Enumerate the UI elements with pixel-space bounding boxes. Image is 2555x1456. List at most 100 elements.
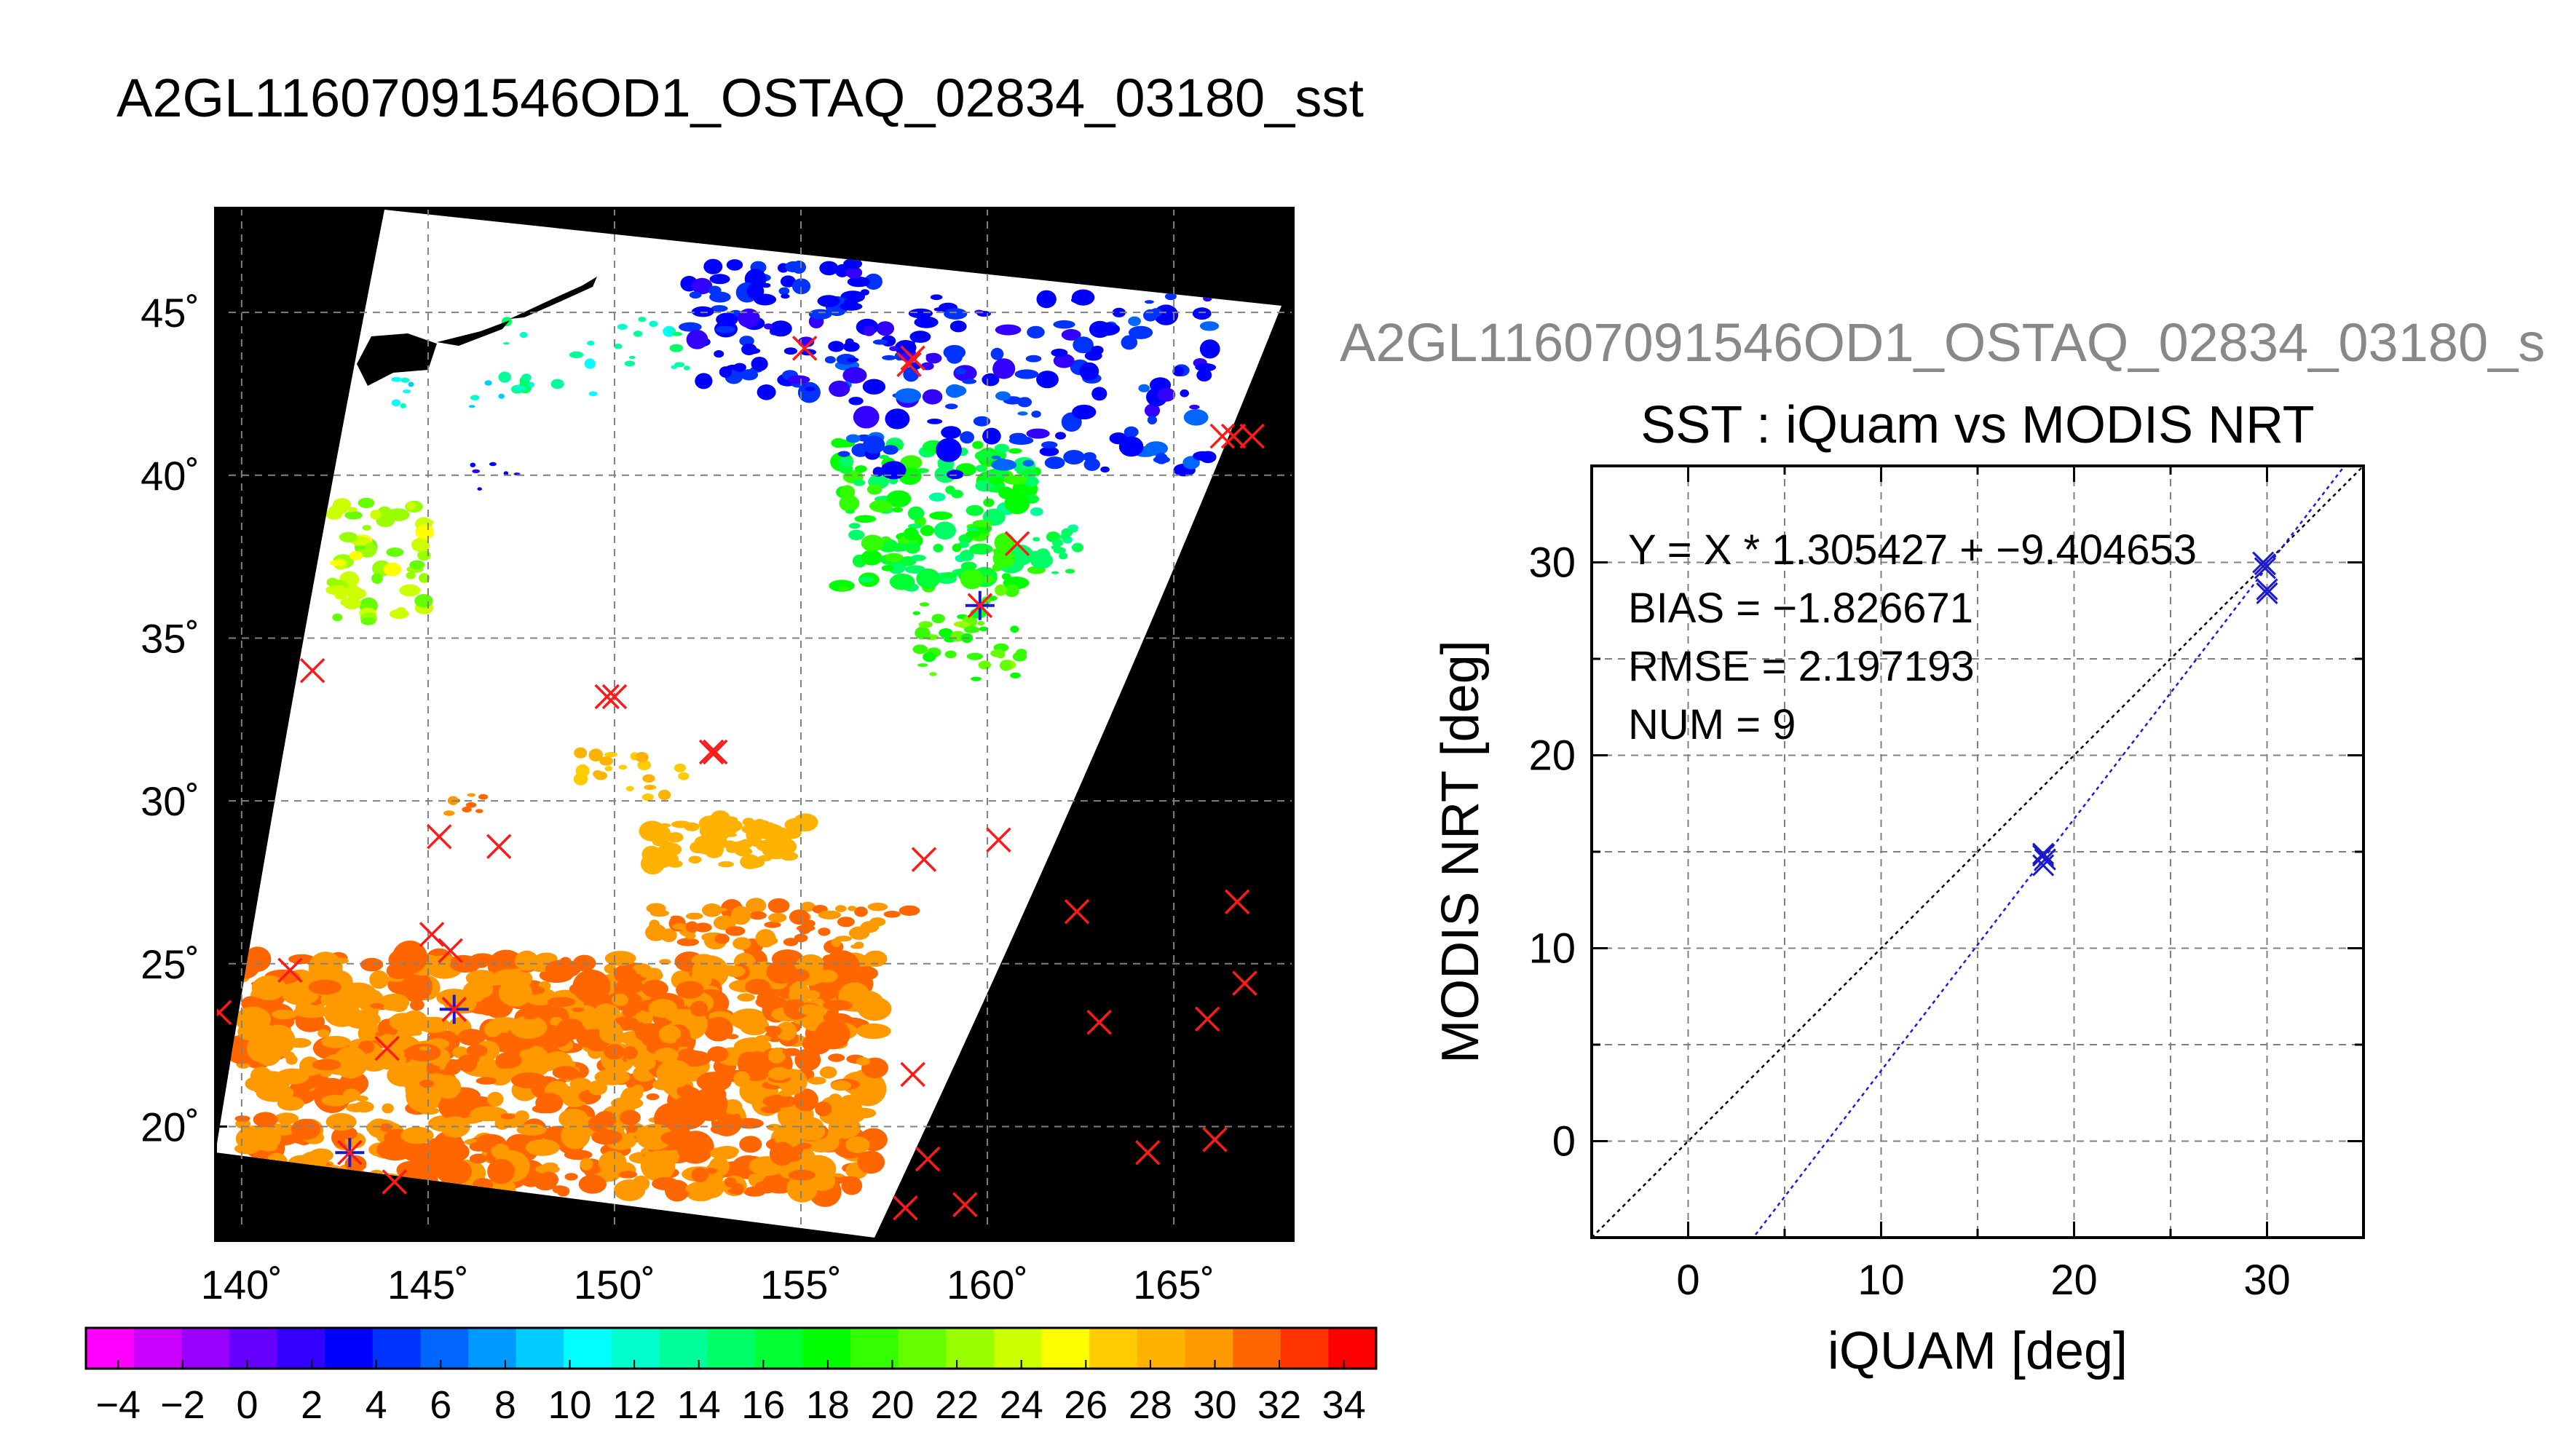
sst-patch bbox=[1199, 339, 1220, 359]
map-marker-blue bbox=[965, 590, 995, 620]
sst-patch bbox=[234, 1006, 271, 1032]
map-marker-red bbox=[1224, 889, 1250, 915]
map-marker-red bbox=[299, 657, 325, 684]
sst-patch bbox=[641, 793, 654, 802]
sst-patch bbox=[1145, 300, 1154, 304]
colorbar-swatch bbox=[611, 1328, 660, 1369]
sst-patch bbox=[478, 794, 489, 800]
sst-patch bbox=[472, 469, 481, 473]
sst-patch bbox=[684, 822, 700, 831]
sst-patch bbox=[960, 561, 977, 571]
sst-patch bbox=[692, 277, 713, 295]
sst-patch bbox=[1053, 353, 1075, 368]
sst-patch bbox=[978, 660, 992, 670]
sst-patch bbox=[738, 1051, 761, 1072]
sst-patch bbox=[730, 1008, 768, 1031]
sst-patch bbox=[1124, 426, 1139, 438]
sst-patch bbox=[1012, 652, 1027, 662]
sst-patch bbox=[406, 502, 416, 510]
sst-patch bbox=[788, 999, 805, 1008]
sst-patch bbox=[685, 912, 703, 920]
sst-patch bbox=[325, 1112, 357, 1131]
sst-patch bbox=[641, 979, 668, 998]
sst-patch bbox=[333, 1046, 368, 1079]
colorbar-swatch bbox=[1233, 1328, 1282, 1369]
sst-patch bbox=[659, 823, 671, 828]
sst-patch bbox=[685, 1184, 700, 1193]
sst-patch bbox=[594, 1111, 617, 1128]
sst-patch bbox=[660, 1131, 685, 1145]
sst-patch bbox=[355, 545, 366, 550]
sst-patch bbox=[992, 358, 1016, 379]
sst-patch bbox=[1100, 466, 1110, 473]
sst-patch bbox=[912, 644, 928, 654]
sst-patch bbox=[468, 405, 475, 408]
sst-patch bbox=[992, 548, 1016, 569]
map-marker-red bbox=[1232, 970, 1257, 996]
sst-patch bbox=[780, 275, 796, 288]
sst-patch bbox=[909, 331, 931, 343]
sst-patch bbox=[845, 1136, 870, 1153]
sst-patch bbox=[737, 993, 755, 1002]
colorbar-swatch bbox=[946, 1328, 995, 1369]
sst-patch bbox=[654, 826, 671, 840]
sst-patch bbox=[1008, 436, 1034, 445]
sst-patch bbox=[521, 373, 532, 381]
sst-patch bbox=[828, 341, 845, 352]
sst-patch bbox=[854, 465, 867, 473]
sst-patch bbox=[462, 807, 472, 812]
sst-patch bbox=[761, 282, 771, 288]
sst-patch bbox=[808, 309, 832, 320]
sst-patch bbox=[547, 997, 576, 1008]
sst-patch bbox=[568, 1004, 588, 1021]
sst-patch bbox=[982, 427, 1001, 445]
sst-patch bbox=[888, 542, 910, 552]
sst-patch bbox=[731, 906, 751, 925]
scatter-point bbox=[2032, 844, 2055, 867]
sst-patch bbox=[572, 969, 611, 1004]
colorbar-label: 16 bbox=[741, 1383, 785, 1427]
fit-annotation: Y = X * 1.305427 + −9.404653 bbox=[1628, 526, 2197, 574]
map-marker-red bbox=[900, 1061, 925, 1088]
sst-patch bbox=[714, 933, 730, 944]
sst-patch bbox=[740, 369, 759, 381]
sst-patch bbox=[847, 276, 871, 288]
sst-patch bbox=[483, 1021, 502, 1037]
sst-patch bbox=[540, 1028, 572, 1048]
sst-patch bbox=[738, 1041, 767, 1052]
sst-patch bbox=[863, 435, 885, 454]
x-tick-label: 10 bbox=[1857, 1257, 1905, 1304]
sst-patch bbox=[470, 395, 480, 400]
sst-patch bbox=[764, 921, 781, 928]
sst-patch bbox=[1180, 389, 1189, 397]
sst-patch bbox=[713, 915, 737, 930]
sst-patch bbox=[272, 1123, 296, 1136]
map-marker-red bbox=[216, 1000, 232, 1026]
map-marker-red bbox=[791, 336, 818, 361]
colorbar-swatch bbox=[468, 1328, 517, 1369]
map-frame bbox=[214, 207, 1295, 1242]
sst-patch bbox=[984, 575, 995, 583]
sst-patch bbox=[812, 1006, 827, 1017]
sst-patch bbox=[656, 1059, 692, 1088]
sst-patch bbox=[486, 1091, 504, 1107]
sst-patch bbox=[1031, 411, 1041, 418]
sst-patch bbox=[374, 1051, 407, 1070]
scatter-point bbox=[2032, 842, 2055, 865]
colorbar-label: 4 bbox=[366, 1383, 387, 1427]
sst-patch bbox=[386, 508, 410, 521]
sst-patch bbox=[725, 926, 746, 936]
map-marker-red bbox=[594, 684, 620, 710]
sst-patch bbox=[618, 764, 628, 770]
sst-patch bbox=[282, 985, 319, 1005]
colorbar-label: 22 bbox=[935, 1383, 979, 1427]
sst-patch bbox=[972, 520, 992, 527]
sst-patch bbox=[872, 339, 888, 345]
sst-patch bbox=[722, 1099, 743, 1115]
sst-patch bbox=[990, 649, 1006, 657]
sst-patch bbox=[433, 1140, 457, 1158]
sst-patch bbox=[1147, 415, 1157, 425]
sst-patch bbox=[676, 1036, 695, 1048]
sst-patch bbox=[945, 486, 955, 494]
sst-patch bbox=[637, 760, 652, 770]
